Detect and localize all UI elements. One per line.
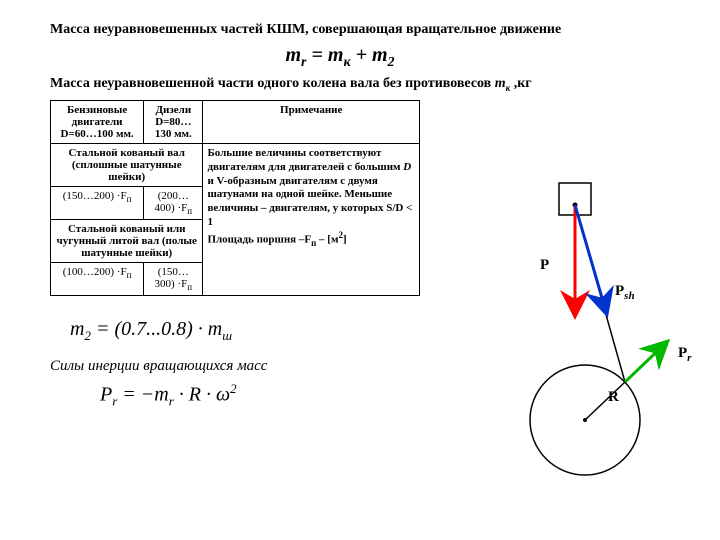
note-cell: Большие величины соответствуют двигателя… [203, 144, 420, 296]
cell-hollow-diesel: (150…300) ·Fп [144, 263, 203, 296]
heading-rotating-mass: Масса неуравновешенных частей КШМ, совер… [50, 20, 690, 40]
cell-solid-petrol: (150…200) ·Fп [51, 187, 144, 220]
crank-radius [585, 382, 625, 420]
row-hollow-shaft: Стальной кованый или чугунный литой вал … [51, 220, 203, 263]
col-diesel: Дизели D=80…130 мм. [144, 101, 203, 144]
label-P: P [540, 257, 549, 274]
crank-svg [460, 175, 710, 505]
vector-Pr [625, 341, 668, 382]
col-petrol: Бензиновые двигатели D=60…100 мм. [51, 101, 144, 144]
formula-mr: mr = mк + m2 [0, 44, 690, 71]
col-note: Примечание [203, 101, 420, 144]
engine-mass-table: Бензиновые двигатели D=60…100 мм. Дизели… [50, 100, 420, 296]
label-R: R [608, 389, 619, 406]
label-Pr: Pr [678, 345, 691, 364]
crank-diagram: P Psh Pr R [460, 175, 710, 505]
crank-center [583, 418, 587, 422]
heading-crank-mass: Масса неуравновешенной части одного коле… [50, 75, 690, 94]
vector-Psh [575, 205, 607, 315]
label-Psh: Psh [615, 283, 635, 302]
cell-hollow-petrol: (100…200) ·Fп [51, 263, 144, 296]
cell-solid-diesel: (200…400) ·Fп [144, 187, 203, 220]
row-solid-shaft: Стальной кованый вал (сплошные шатунные … [51, 144, 203, 187]
